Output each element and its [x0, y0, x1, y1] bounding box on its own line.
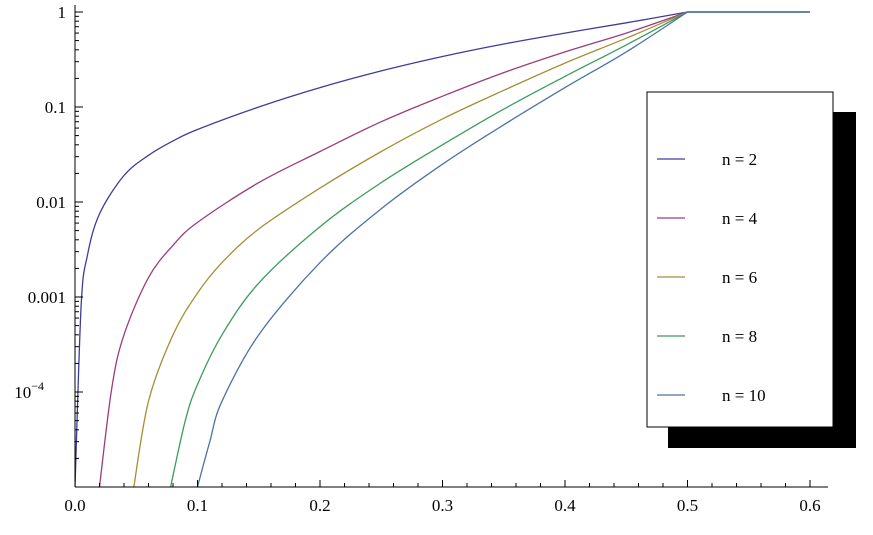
y-tick-label: 10−4 [14, 379, 44, 402]
legend-box [646, 91, 834, 428]
x-tick-label: 0.0 [64, 496, 85, 515]
legend-item: n = 6 [657, 268, 757, 287]
legend-item: n = 2 [657, 150, 757, 169]
legend-label: n = 10 [722, 386, 766, 405]
x-tick-label: 0.2 [309, 496, 330, 515]
legend-item: n = 8 [657, 327, 757, 346]
series-line-n10 [196, 11, 810, 487]
x-tick-label: 0.4 [554, 496, 576, 515]
series-line-n8 [169, 11, 810, 487]
series-line-n4 [98, 11, 810, 487]
plot-area [75, 11, 810, 487]
x-axis-ticks: 0.0 0.1 0.2 0.3 0.4 0.5 0.6 [64, 480, 821, 515]
legend: n = 2 n = 4 n = 6 n = 8 n = 10 [646, 91, 856, 448]
legend-item: n = 10 [657, 386, 766, 405]
legend-label: n = 6 [722, 268, 757, 287]
legend-items: n = 2 n = 4 n = 6 n = 8 n = 10 [657, 150, 766, 405]
y-tick-label: 0.1 [45, 98, 66, 117]
legend-item: n = 4 [657, 209, 758, 228]
series-line-n2 [75, 11, 810, 487]
legend-label: n = 8 [722, 327, 757, 346]
x-tick-label: 0.6 [799, 496, 820, 515]
y-axis-ticks: 1 0.1 0.01 0.001 10−4 [14, 3, 83, 488]
y-tick-exponent: −4 [31, 379, 44, 393]
legend-label: n = 2 [722, 150, 757, 169]
x-tick-label: 0.5 [677, 496, 698, 515]
y-tick-label: 0.001 [28, 288, 66, 307]
y-tick-label: 0.01 [36, 193, 66, 212]
legend-label: n = 4 [722, 209, 758, 228]
x-tick-label: 0.1 [187, 496, 208, 515]
y-tick-label: 1 [58, 3, 67, 22]
y-tick-base: 10 [14, 383, 31, 402]
series-lines [75, 11, 810, 487]
x-tick-label: 0.3 [432, 496, 453, 515]
series-line-n6 [133, 11, 810, 487]
